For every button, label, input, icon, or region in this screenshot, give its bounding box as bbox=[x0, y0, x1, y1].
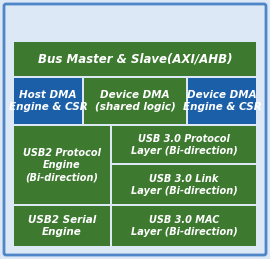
Text: USB 3.0 Protocol
Layer (Bi-direction): USB 3.0 Protocol Layer (Bi-direction) bbox=[131, 133, 237, 155]
Bar bbox=[112, 206, 256, 246]
Text: USB2 Serial
Engine: USB2 Serial Engine bbox=[28, 215, 96, 237]
Bar bbox=[14, 126, 110, 204]
Bar bbox=[84, 78, 186, 124]
Bar bbox=[112, 165, 256, 204]
Text: USB 3.0 Link
Layer (Bi-direction): USB 3.0 Link Layer (Bi-direction) bbox=[131, 174, 237, 196]
Text: Bus Master & Slave(AXI/AHB): Bus Master & Slave(AXI/AHB) bbox=[38, 53, 232, 66]
FancyBboxPatch shape bbox=[4, 4, 266, 255]
Text: Device DMA
Engine & CSR: Device DMA Engine & CSR bbox=[183, 90, 261, 112]
Bar bbox=[14, 78, 82, 124]
Text: Host DMA
Engine & CSR: Host DMA Engine & CSR bbox=[9, 90, 87, 112]
Bar bbox=[188, 78, 256, 124]
Bar bbox=[14, 42, 256, 76]
Bar bbox=[112, 126, 256, 163]
Text: USB2 Protocol
Engine
(Bi-direction): USB2 Protocol Engine (Bi-direction) bbox=[23, 148, 101, 182]
Text: USB 3.0 MAC
Layer (Bi-direction): USB 3.0 MAC Layer (Bi-direction) bbox=[131, 215, 237, 237]
Bar bbox=[14, 206, 110, 246]
Text: Device DMA
(shared logic): Device DMA (shared logic) bbox=[94, 90, 176, 112]
